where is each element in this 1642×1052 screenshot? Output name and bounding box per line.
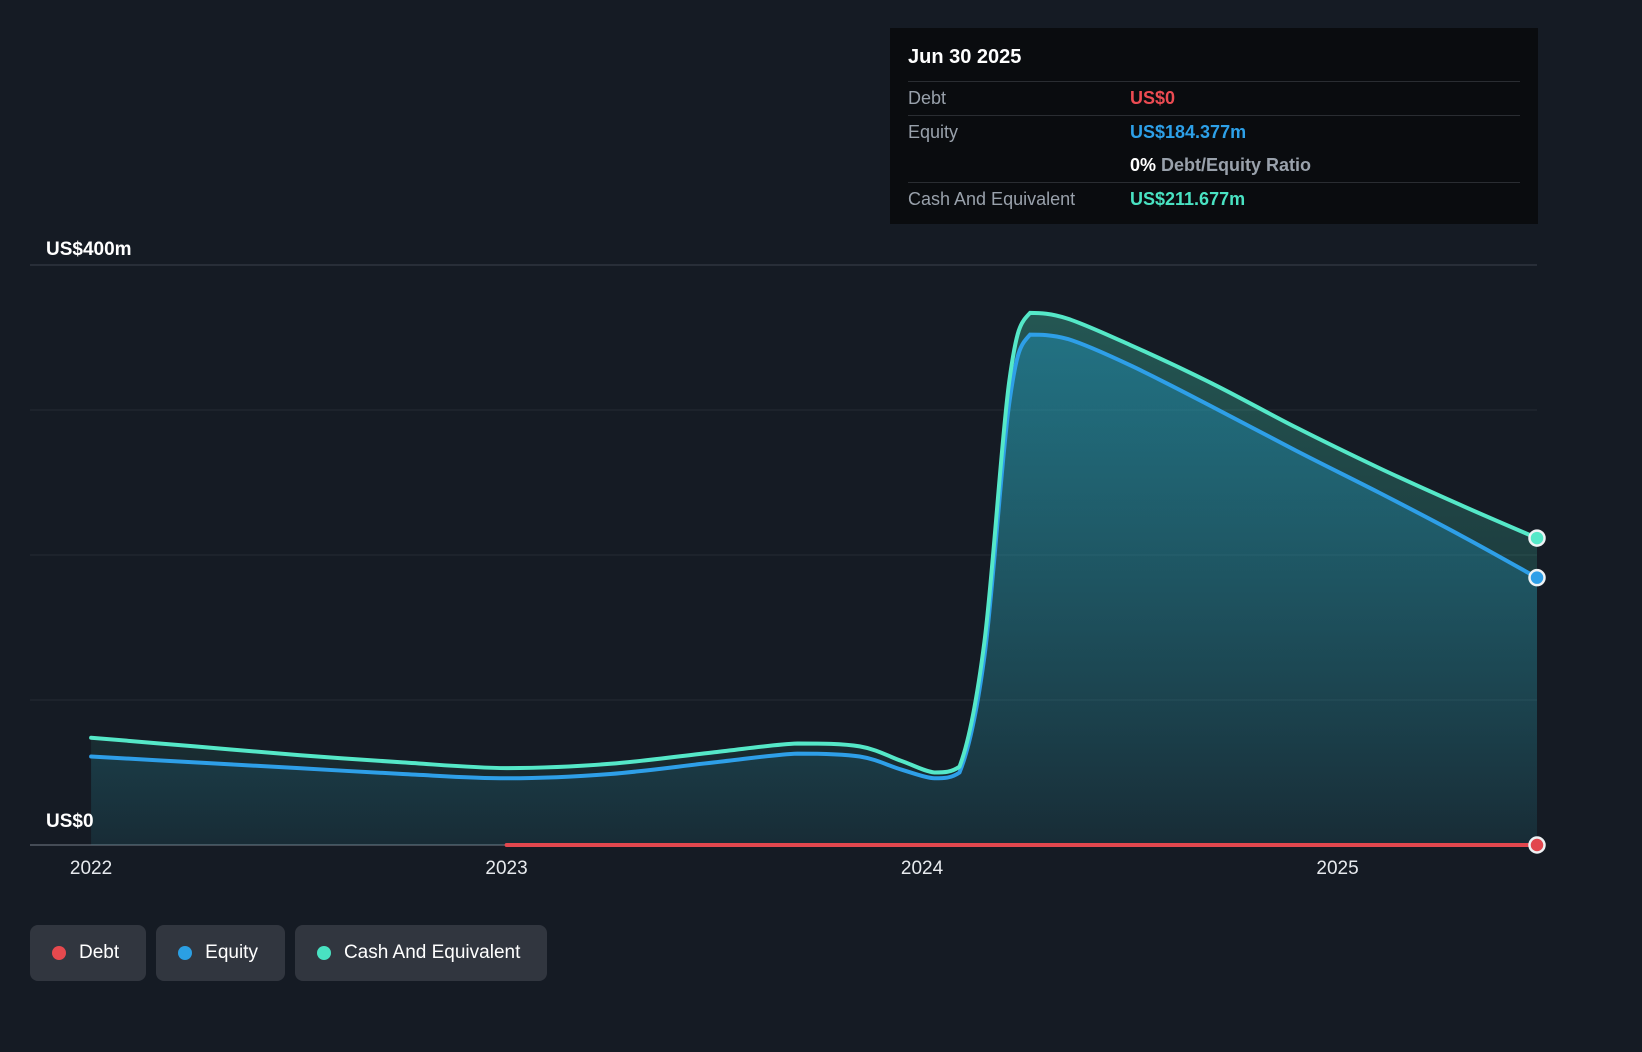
tooltip-row-ratio: 0% Debt/Equity Ratio [908, 149, 1520, 183]
legend-item-debt[interactable]: Debt [30, 925, 147, 981]
series-line-equity [89, 332, 1539, 781]
y-axis-label-top: US$400m [46, 239, 132, 260]
tooltip-debt-value: US$0 [1130, 88, 1176, 108]
tooltip-ratio-suffix: Debt/Equity Ratio [1156, 155, 1312, 175]
endpoint-marker-debt [1528, 836, 1546, 854]
tooltip-equity-label: Equity [908, 122, 959, 142]
legend-item-cash-and-equivalent[interactable]: Cash And Equivalent [294, 925, 548, 981]
tooltip-cash-value: US$211.677m [1130, 189, 1246, 209]
x-tick-2025: 2025 [1316, 858, 1359, 879]
y-axis-label-bottom: US$0 [46, 811, 94, 832]
tooltip-row-cash: Cash And Equivalent US$211.677m [908, 183, 1520, 216]
endpoint-marker-equity [1528, 568, 1546, 587]
legend-debt-label: Debt [79, 942, 120, 963]
chart-legend: Debt Equity Cash And Equivalent [30, 925, 548, 981]
x-tick-2024: 2024 [900, 858, 944, 879]
legend-item-equity[interactable]: Equity [156, 925, 285, 981]
debt-dot-icon [52, 946, 66, 960]
series-area-equity [91, 334, 1538, 845]
legend-equity-label: Equity [205, 942, 258, 963]
equity-dot-icon [178, 946, 193, 960]
legend-cash-label: Cash And Equivalent [343, 942, 521, 963]
tooltip-date: Jun 30 2025 [908, 38, 1520, 82]
tooltip-equity-value: US$184.377m [1130, 122, 1247, 142]
hover-tooltip: Jun 30 2025 Debt US$0 Equity US$184.377m… [890, 28, 1538, 224]
tooltip-ratio-value: 0% [1130, 155, 1157, 175]
endpoint-marker-cash-and-equivalent [1528, 529, 1546, 547]
x-tick-2022: 2022 [69, 858, 113, 879]
series-line-cash-and-equivalent [89, 310, 1539, 775]
cash-dot-icon [316, 946, 331, 960]
tooltip-row-equity: Equity US$184.377m [908, 116, 1520, 149]
tooltip-cash-label: Cash And Equivalent [908, 189, 1076, 209]
tooltip-row-debt: Debt US$0 [908, 82, 1520, 116]
tooltip-debt-label: Debt [908, 88, 947, 108]
x-tick-2023: 2023 [485, 858, 528, 879]
